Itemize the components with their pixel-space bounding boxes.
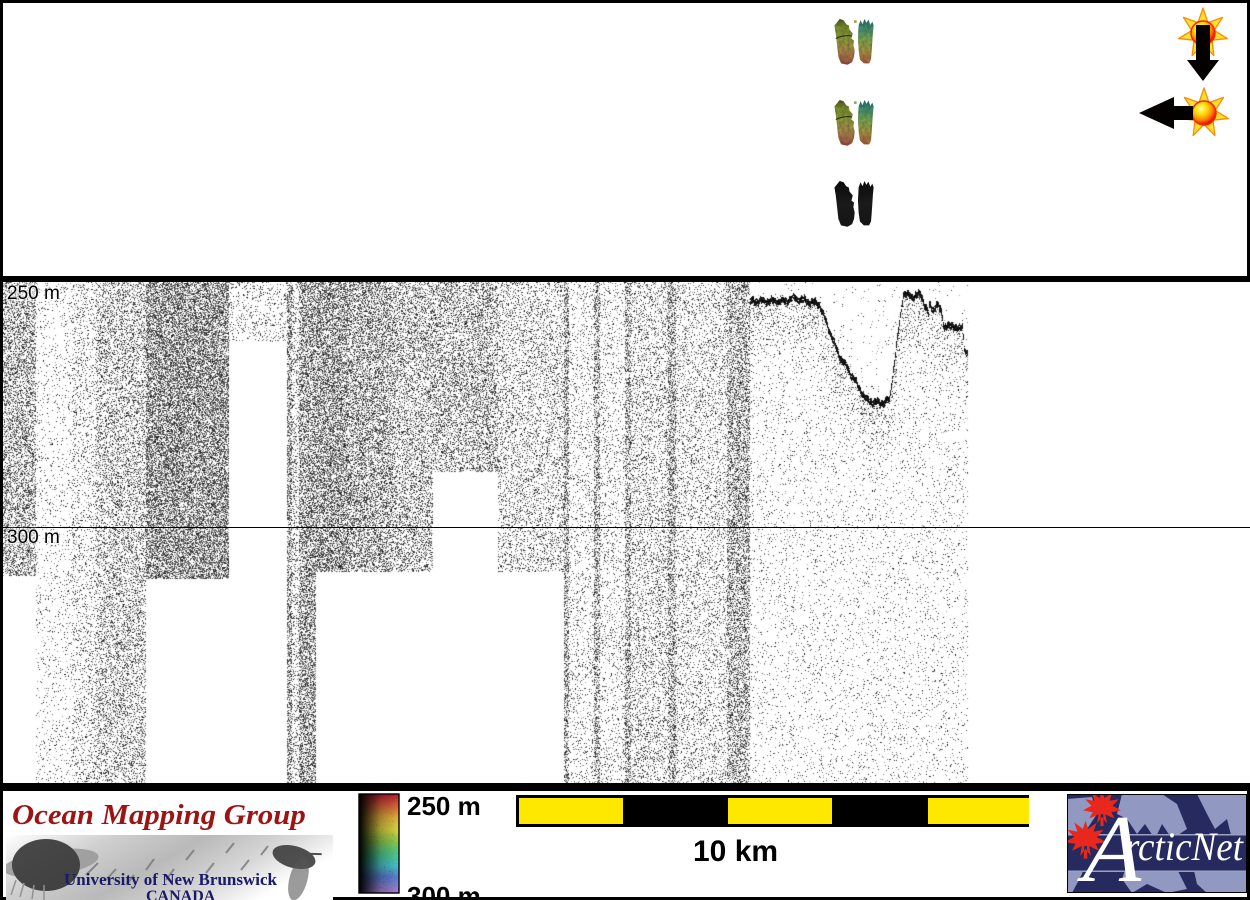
svg-text:rcticNet: rcticNet — [1125, 824, 1244, 869]
